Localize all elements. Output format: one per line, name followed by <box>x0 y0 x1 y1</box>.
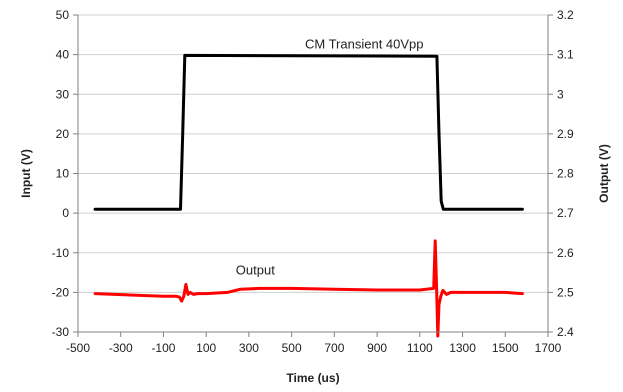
y-right-tick-label: 2.8 <box>557 167 574 181</box>
y-left-tick-label: -30 <box>52 325 70 339</box>
y-right-axis-title: Output (V) <box>597 144 611 203</box>
y-right-tick-label: 2.4 <box>557 325 574 339</box>
y-left-tick-label: 30 <box>56 87 70 101</box>
y-right-tick-label: 2.7 <box>557 206 574 220</box>
axes-layer <box>73 14 553 337</box>
x-tick-label: -500 <box>66 341 90 355</box>
x-tick-label: 1700 <box>535 341 562 355</box>
x-tick-label: 300 <box>239 341 259 355</box>
y-right-tick-label: 3.2 <box>557 8 574 22</box>
x-tick-label: 1500 <box>492 341 519 355</box>
y-left-tick-label: 50 <box>56 8 70 22</box>
y-right-tick-label: 2.6 <box>557 246 574 260</box>
y-left-tick-label: 10 <box>56 167 70 181</box>
x-tick-label: 1300 <box>449 341 476 355</box>
output-series-line <box>93 239 524 338</box>
y-left-tick-label: 20 <box>56 127 70 141</box>
grid-layer <box>78 14 548 333</box>
x-axis-title: Time (us) <box>286 371 339 385</box>
y-right-tick-label: 2.9 <box>557 127 574 141</box>
input-series-line <box>93 53 524 211</box>
x-tick-label: 100 <box>196 341 216 355</box>
y-right-tick-label: 3.1 <box>557 48 574 62</box>
x-tick-label: 500 <box>282 341 302 355</box>
labels-layer: -500 -300 -100 100 300 500 700 900 1100 1300 1500 1… <box>19 8 611 385</box>
y-left-tick-label: -10 <box>52 246 70 260</box>
x-tick-label: -300 <box>109 341 133 355</box>
output-annotation: Output <box>236 263 275 278</box>
input-annotation: CM Transient 40Vpp <box>305 37 424 52</box>
x-tick-label: 900 <box>367 341 387 355</box>
y-right-tick-label: 3 <box>557 87 564 101</box>
y-left-tick-label: 0 <box>62 206 69 220</box>
y-left-tick-label: 40 <box>56 48 70 62</box>
y-left-tick-label: -20 <box>52 285 70 299</box>
series-layer <box>93 53 524 338</box>
x-tick-label: -100 <box>151 341 175 355</box>
y-right-tick-label: 2.5 <box>557 285 574 299</box>
x-tick-label: 700 <box>324 341 344 355</box>
x-tick-label: 1100 <box>407 341 433 355</box>
y-left-axis-title: Input (V) <box>19 149 33 198</box>
